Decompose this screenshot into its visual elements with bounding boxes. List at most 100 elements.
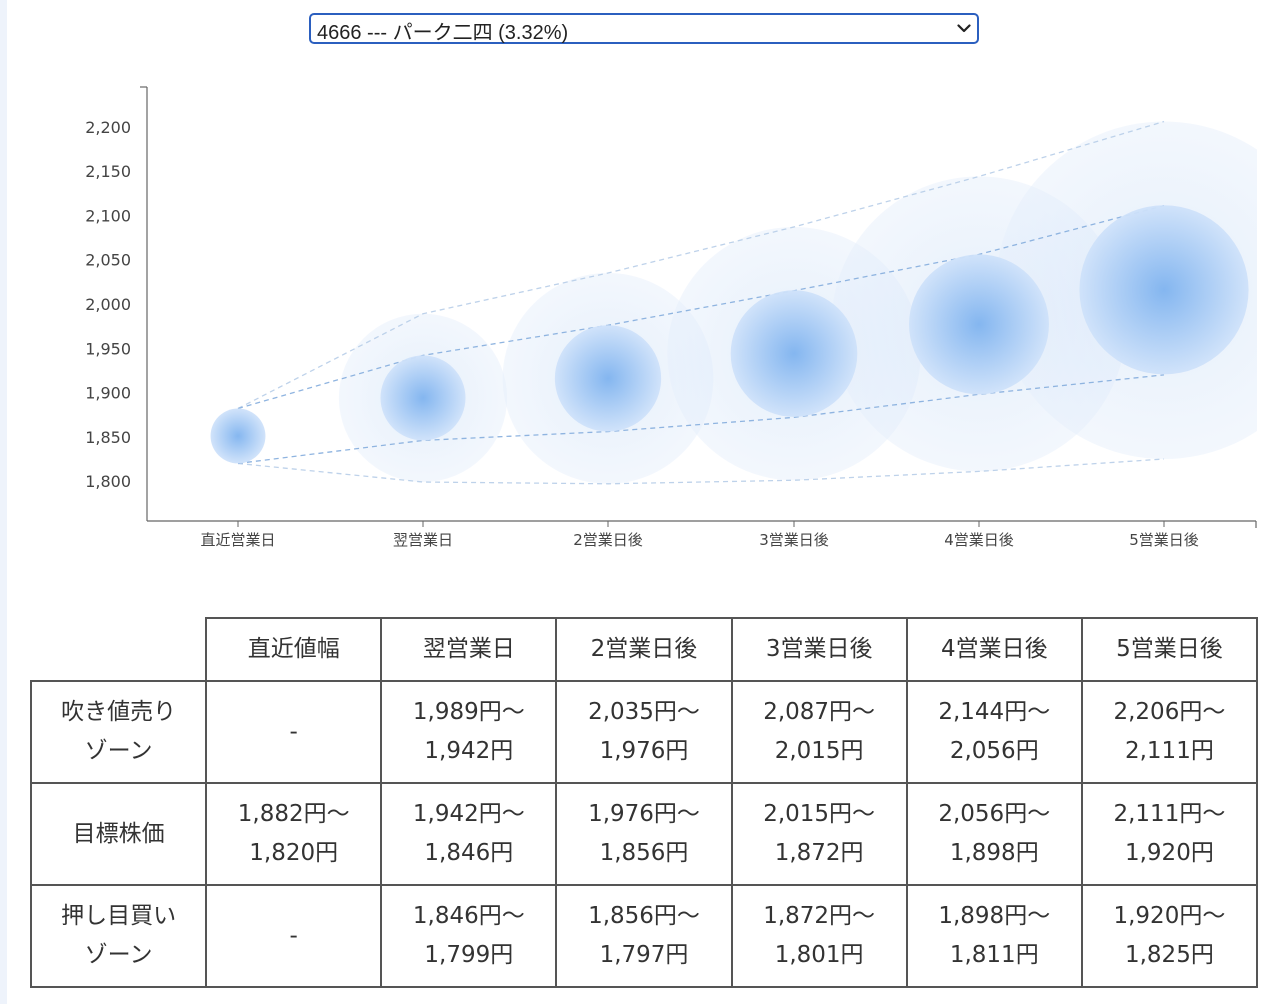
left-edge-strip xyxy=(0,0,7,1004)
price-cell: 1,920円〜 1,825円 xyxy=(1080,884,1259,988)
x-tick-label: 翌営業日 xyxy=(393,531,453,549)
row-label-line: ゾーン xyxy=(84,942,153,968)
price-cell-line: 1,989円〜 xyxy=(412,699,525,725)
row-label-line: ゾーン xyxy=(84,738,153,764)
axes xyxy=(140,86,1257,528)
price-cell-line: 1,976円〜 xyxy=(588,801,700,827)
table-column-header: 翌営業日 xyxy=(380,617,558,682)
y-tick-label: 1,900 xyxy=(85,384,131,403)
x-tick-label: 5営業日後 xyxy=(1129,531,1199,549)
price-cell-line: 1,846円〜 xyxy=(412,903,525,929)
tick-labels: 1,800 1,850 1,900 1,950 2,000 2,050 2,100 2,150… xyxy=(85,118,1199,549)
forecast-bubble xyxy=(210,408,266,464)
price-cell-line: 2,035円〜 xyxy=(588,699,700,725)
row-label: 押し目買い ゾーン xyxy=(29,884,208,988)
price-cell-line: 1,811円 xyxy=(949,942,1039,968)
table-row: 目標株価 1,882円〜 1,820円 1,942円〜 1,846円 1,976円〜 1,8… xyxy=(29,782,1259,886)
row-label-line: 目標株価 xyxy=(72,820,165,847)
lower-dashed-line xyxy=(237,374,1165,465)
price-cell-line: 2,111円 xyxy=(1124,738,1214,764)
price-cell-line: 2,087円〜 xyxy=(763,699,876,725)
row-label: 吹き値売り ゾーン xyxy=(29,680,208,784)
price-cell-line: - xyxy=(289,922,298,949)
price-cell-line: 2,015円〜 xyxy=(763,801,876,827)
table-column-header: 直近値幅 xyxy=(205,617,383,682)
price-cell: 2,144円〜 2,056円 xyxy=(905,680,1083,784)
price-cell-line: - xyxy=(289,718,298,745)
price-cell-line: 1,846円 xyxy=(424,840,514,866)
price-cell-line: 2,015円 xyxy=(774,738,864,764)
price-cell-line: 1,942円〜 xyxy=(412,801,525,827)
price-cell-line: 2,111円〜 xyxy=(1113,801,1226,827)
price-cell-line: 2,056円 xyxy=(949,738,1039,764)
forecast-bubble xyxy=(1079,205,1249,375)
price-cell: 1,882円〜 1,820円 xyxy=(205,782,383,886)
table-row: 吹き値売りゾーン - 1,989円〜 1,942円 2,035円〜 1,976円 2,087… xyxy=(29,680,1259,784)
y-tick-label: 1,950 xyxy=(85,339,131,358)
stock-select[interactable]: 4666 --- パーク二四 (3.32%) xyxy=(309,13,979,44)
row-label-line: 吹き値売り xyxy=(61,699,177,725)
table-column-header: 4営業日後 xyxy=(905,617,1083,682)
price-cell-line: 1,882円〜 xyxy=(237,801,350,827)
x-tick-label: 4営業日後 xyxy=(944,531,1014,549)
outer-upper-dashed-line xyxy=(237,120,1165,410)
price-cell-line: 1,799円 xyxy=(424,942,514,968)
x-tick-label: 3営業日後 xyxy=(759,531,829,549)
price-cell: 1,872円〜 1,801円 xyxy=(730,884,908,988)
price-cell: 2,015円〜 1,872円 xyxy=(730,782,908,886)
row-label: 目標株価 xyxy=(29,782,208,886)
price-cell-line: 1,898円 xyxy=(949,840,1039,866)
price-cell-line: 1,976円 xyxy=(599,738,689,764)
price-cell-line: 1,872円 xyxy=(774,840,864,866)
y-tick-label: 2,150 xyxy=(85,162,131,181)
y-tick-label: 2,050 xyxy=(85,251,131,270)
table-column-header: 2営業日後 xyxy=(555,617,733,682)
forecast-bubble xyxy=(909,254,1049,395)
price-cell-line: 2,144円〜 xyxy=(938,699,1051,725)
price-cell: 1,942円〜 1,846円 xyxy=(380,782,558,886)
price-cell-line: 2,056円〜 xyxy=(938,801,1051,827)
price-cell: 1,856円〜 1,797円 xyxy=(555,884,733,988)
table-row: 押し目買いゾーン - 1,846円〜 1,799円 1,856円〜 1,797円 1,872… xyxy=(29,884,1259,988)
table-corner-cell xyxy=(31,618,208,682)
price-cell-line: 1,856円 xyxy=(599,840,689,866)
price-cell: 2,087円〜 2,015円 xyxy=(730,680,908,784)
forecast-chart: 1,800 1,850 1,900 1,950 2,000 2,050 2,100 2,150… xyxy=(85,86,1257,549)
table-body: 吹き値売りゾーン - 1,989円〜 1,942円 2,035円〜 1,976円 2,087… xyxy=(29,680,1259,988)
table-header-row: 直近値幅 翌営業日 2営業日後 3営業日後 4営業日後 5営業日後 xyxy=(31,617,1259,682)
price-cell: 1,898円〜 1,811円 xyxy=(905,884,1083,988)
price-cell: 2,206円〜 2,111円 xyxy=(1080,680,1259,784)
stock-select-value: 4666 --- パーク二四 (3.32%) xyxy=(317,22,569,44)
row-label-line: 押し目買い xyxy=(61,903,177,929)
price-cell: 2,056円〜 1,898円 xyxy=(905,782,1083,886)
price-cell-line: 1,797円 xyxy=(599,942,689,968)
price-cell-line: 1,801円 xyxy=(774,942,864,968)
price-zone-table: 直近値幅 翌営業日 2営業日後 3営業日後 4営業日後 5営業日後 吹き値売りゾーン - 1,… xyxy=(29,617,1259,988)
x-tick-label: 直近営業日 xyxy=(200,531,275,549)
price-cell-line: 1,872円〜 xyxy=(763,903,876,929)
price-cell-line: 1,942円 xyxy=(424,738,514,764)
price-cell-line: 1,825円 xyxy=(1124,942,1214,968)
price-cell: - xyxy=(205,680,383,784)
forecast-bubble xyxy=(554,325,662,432)
outer-lower-dashed-line xyxy=(237,458,1165,485)
price-cell: 1,846円〜 1,799円 xyxy=(380,884,558,988)
price-cell-line: 1,920円〜 xyxy=(1113,903,1226,929)
price-cell: - xyxy=(205,884,383,988)
price-cell: 2,111円〜 1,920円 xyxy=(1080,782,1259,886)
y-tick-label: 1,850 xyxy=(85,428,131,447)
price-cell-line: 1,920円 xyxy=(1124,840,1214,866)
price-cell-line: 1,856円〜 xyxy=(588,903,700,929)
price-cell-line: 1,820円 xyxy=(249,840,339,866)
x-tick-label: 2営業日後 xyxy=(573,531,643,549)
chevron-down-icon[interactable] xyxy=(951,15,977,43)
forecast-bubble xyxy=(730,290,858,417)
y-tick-label: 2,200 xyxy=(85,118,131,137)
y-tick-label: 2,100 xyxy=(85,206,131,225)
table-column-header: 3営業日後 xyxy=(730,617,908,682)
price-cell-line: 2,206円〜 xyxy=(1113,699,1226,725)
price-cell: 1,976円〜 1,856円 xyxy=(555,782,733,886)
table-column-header: 5営業日後 xyxy=(1080,617,1259,682)
forecast-bubble xyxy=(380,355,466,441)
y-tick-label: 2,000 xyxy=(85,295,131,314)
